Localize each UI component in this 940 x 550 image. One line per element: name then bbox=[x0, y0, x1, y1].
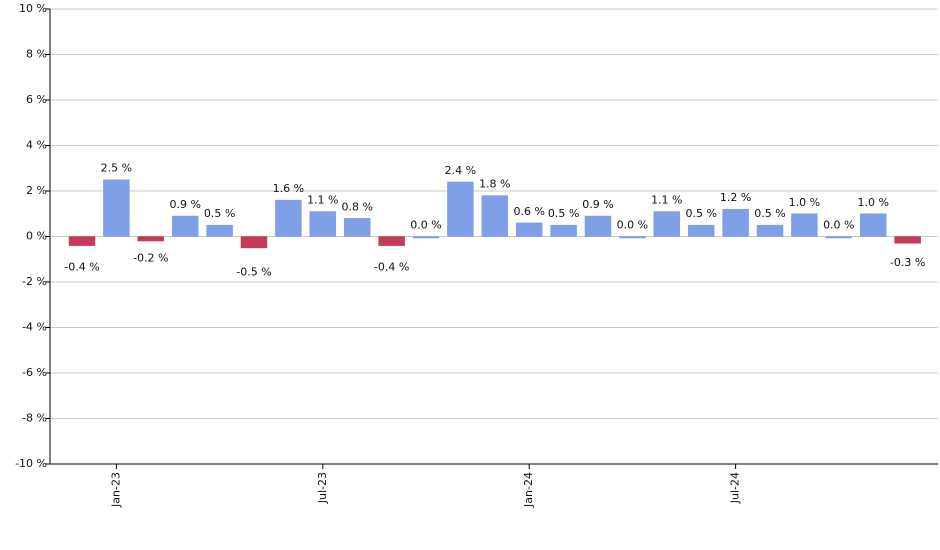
x-tick-label: Jul-23 bbox=[316, 472, 329, 504]
bar bbox=[240, 236, 268, 249]
bar bbox=[275, 199, 302, 237]
y-tick-label: -6 % bbox=[22, 366, 47, 379]
bar bbox=[309, 211, 337, 237]
bar bbox=[447, 181, 474, 237]
y-tick-label: 8 % bbox=[26, 48, 47, 61]
value-label: 1.8 % bbox=[479, 178, 510, 191]
bar bbox=[791, 213, 818, 237]
value-label: 0.6 % bbox=[513, 205, 544, 218]
bar bbox=[68, 236, 96, 246]
value-label: 1.0 % bbox=[789, 196, 820, 209]
bar bbox=[687, 224, 715, 237]
value-label: -0.4 % bbox=[64, 261, 99, 274]
bar bbox=[619, 236, 646, 239]
bar bbox=[515, 222, 543, 237]
y-tick-label: -2 % bbox=[22, 275, 47, 288]
bar bbox=[412, 236, 440, 239]
value-label: 0.5 % bbox=[548, 207, 579, 220]
bar bbox=[378, 236, 405, 246]
bar bbox=[894, 236, 921, 244]
value-label: 2.5 % bbox=[101, 162, 132, 175]
x-tick-label: Jul-24 bbox=[729, 472, 742, 504]
y-tick-label: -4 % bbox=[22, 321, 47, 334]
value-label: 0.5 % bbox=[204, 207, 235, 220]
bar bbox=[722, 208, 749, 237]
bar bbox=[550, 224, 577, 237]
value-label: -0.3 % bbox=[890, 256, 925, 269]
y-tick-label: 4 % bbox=[26, 139, 47, 152]
bar bbox=[653, 211, 681, 237]
value-label: 0.0 % bbox=[823, 219, 854, 232]
bar bbox=[137, 236, 165, 242]
y-tick-label: 10 % bbox=[19, 2, 47, 15]
bar bbox=[481, 195, 509, 237]
value-label: 0.9 % bbox=[169, 198, 200, 211]
bar bbox=[103, 179, 130, 237]
value-label: 1.1 % bbox=[651, 193, 682, 206]
value-label: 0.5 % bbox=[685, 207, 716, 220]
value-label: 0.0 % bbox=[410, 219, 441, 232]
value-label: -0.4 % bbox=[374, 261, 409, 274]
value-label: 1.2 % bbox=[720, 191, 751, 204]
value-label: 0.9 % bbox=[582, 198, 613, 211]
value-label: -0.5 % bbox=[236, 265, 271, 278]
value-label: 0.0 % bbox=[617, 219, 648, 232]
bar bbox=[206, 224, 233, 237]
value-label: 2.4 % bbox=[445, 164, 476, 177]
value-label: 1.0 % bbox=[857, 196, 888, 209]
x-tick-label: Jan-24 bbox=[522, 472, 535, 508]
y-tick-label: 6 % bbox=[26, 93, 47, 106]
x-tick-label: Jan-23 bbox=[109, 472, 122, 508]
value-label: 1.1 % bbox=[307, 193, 338, 206]
value-label: 0.5 % bbox=[754, 207, 785, 220]
bar bbox=[171, 215, 199, 237]
bar bbox=[859, 213, 887, 237]
y-tick-label: -8 % bbox=[22, 412, 47, 425]
bar bbox=[756, 224, 784, 237]
value-label: 1.6 % bbox=[273, 182, 304, 195]
bar bbox=[825, 236, 853, 239]
y-tick-label: 2 % bbox=[26, 184, 47, 197]
y-tick-label: 0 % bbox=[26, 230, 47, 243]
y-tick-label: -10 % bbox=[15, 457, 47, 470]
bar bbox=[343, 218, 371, 237]
value-label: 0.8 % bbox=[341, 200, 372, 213]
value-label: -0.2 % bbox=[133, 252, 168, 265]
bar bbox=[584, 215, 612, 237]
